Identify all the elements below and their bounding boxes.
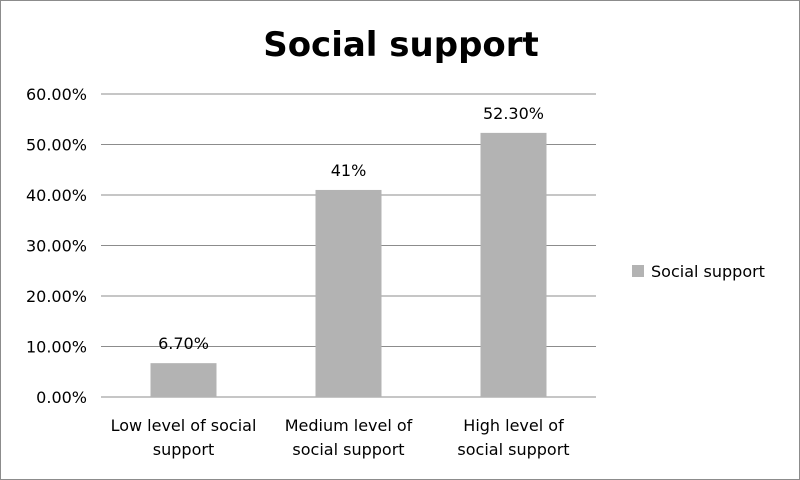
x-category-label: High level of [463,416,564,435]
data-label: 52.30% [483,104,544,123]
legend: Social support [632,262,765,281]
y-tick-label: 10.00% [26,338,87,357]
y-tick-label: 60.00% [26,85,87,104]
x-category-label: Low level of social [111,416,257,435]
data-label: 41% [331,161,367,180]
y-tick-label: 40.00% [26,186,87,205]
x-category-label: Medium level of [285,416,413,435]
chart-title: Social support [263,25,539,65]
bar [315,189,382,397]
y-tick-label: 20.00% [26,287,87,306]
y-axis-ticks: 0.00% 10.00% 20.00% 30.00% 40.00% 50.00% 60.00… [26,85,87,407]
y-tick-label: 30.00% [26,237,87,256]
bar [480,132,547,397]
x-category-label: social support [292,440,404,459]
bar [150,363,217,397]
y-tick-label: 0.00% [36,388,87,407]
x-axis-categories: Low level of social support Medium level o… [111,416,570,459]
legend-swatch [632,265,644,277]
bars [150,132,547,397]
x-category-label: social support [457,440,569,459]
y-tick-label: 50.00% [26,136,87,155]
x-category-label: support [153,440,214,459]
legend-label: Social support [651,262,765,281]
data-label: 6.70% [158,334,209,353]
data-labels: 6.70% 41% 52.30% [158,104,544,353]
